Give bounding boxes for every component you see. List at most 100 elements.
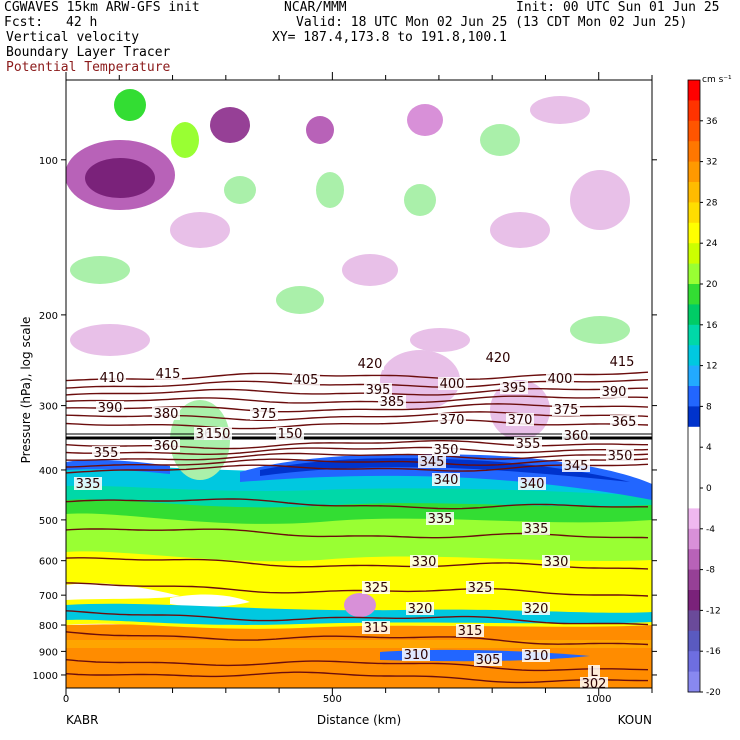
contour-label: 315: [364, 621, 389, 636]
contour-label: 420: [358, 357, 383, 372]
contour-label: 415: [156, 367, 181, 382]
contour-label-bg: [432, 473, 460, 486]
colorbar-swatch: [688, 549, 700, 571]
y-tick-label: 500: [39, 516, 58, 527]
contour-label: 420: [486, 351, 511, 366]
contour-label-bg: [426, 512, 454, 525]
colorbar-swatch: [688, 222, 700, 244]
colorbar-swatch: [688, 508, 700, 530]
colorbar-swatch: [688, 263, 700, 285]
contour-label: 340: [520, 477, 545, 492]
contour-label-bg: [154, 367, 182, 380]
org-label: NCAR/MMM: [284, 0, 347, 15]
contour-label-bg: [438, 377, 466, 390]
colorbar-swatch: [688, 284, 700, 305]
colorbar-swatch: [688, 590, 700, 611]
contour-label: 400: [548, 372, 573, 387]
contour-label-bg: [610, 415, 638, 428]
y-tick-label: 200: [39, 311, 58, 322]
vv-blob: [114, 89, 146, 121]
contour-label-bg: [474, 653, 502, 666]
contour-label: 302: [582, 677, 607, 692]
contour-label: 365: [612, 415, 637, 430]
colorbar-label: 8: [706, 402, 712, 412]
field-vertical-velocity: Vertical velocity: [6, 30, 140, 45]
colorbar-swatch: [688, 120, 700, 142]
x-endpoint-end: KOUN: [618, 713, 652, 727]
x-tick-label: 0: [63, 694, 69, 705]
contour-label-bg: [608, 355, 636, 368]
y-tick-label: 300: [39, 402, 58, 413]
colorbar-label: -12: [706, 606, 721, 616]
contour-labels: 410 415 420 420 415 405 395 400 395 400 390 390 380 3…: [74, 351, 638, 692]
contour-label-bg: [522, 522, 550, 535]
contour-label-bg: [362, 621, 390, 634]
colorbar: 36 32 28 24 20 16 12 8 4 0 -4 -8 -12 -16 -20: [687, 79, 721, 698]
contour-label-bg: [606, 449, 634, 462]
isentrope-line: [66, 671, 648, 684]
x-axis-label: Distance (km): [317, 713, 401, 727]
contour-label-bg: [292, 373, 320, 386]
colorbar-swatch: [688, 630, 700, 652]
contour-label-bg: [562, 429, 590, 442]
contour-label-bg: [466, 581, 494, 594]
isentrope-line: [66, 582, 649, 597]
colorbar-swatch: [688, 671, 700, 693]
colorbar-swatch: [688, 365, 700, 387]
field-band-white-lower: [66, 583, 180, 600]
colorbar-swatch: [688, 426, 700, 448]
contour-label-bg: [356, 357, 384, 370]
colorbar-label: 12: [706, 362, 717, 372]
contour-label: 360: [564, 429, 589, 444]
contour-label-bg: [546, 372, 574, 385]
y-tick-label: 700: [39, 591, 58, 602]
contour-label-bg: [276, 427, 304, 440]
colorbar-label: 4: [706, 443, 712, 453]
vv-blob: [344, 593, 376, 617]
colorbar-label: -16: [706, 647, 721, 657]
colorbar-swatch: [688, 528, 700, 550]
field-band-white-mid: [170, 594, 250, 607]
colorbar-swatch: [688, 202, 700, 224]
forecast-hours: 42 h: [66, 15, 98, 30]
colorbar-swatch: [688, 569, 700, 591]
contour-label: 360: [154, 439, 179, 454]
contour-label-bg: [518, 477, 546, 490]
contour-label-bg: [432, 443, 460, 456]
colorbar-label: 32: [706, 158, 717, 168]
vv-blob: [306, 116, 334, 144]
colorbar-swatch: [688, 304, 700, 326]
field-boundary-layer-tracer: Boundary Layer Tracer: [6, 45, 171, 60]
contour-label-bg: [418, 455, 446, 468]
contour-label-bg: [580, 677, 608, 688]
contour-label-bg: [588, 665, 600, 678]
vv-blob: [70, 324, 150, 356]
colorbar-swatch: [688, 610, 700, 632]
y-axis-label: Pressure (hPa), log scale: [19, 317, 33, 464]
x-tick-label: 1000: [586, 694, 611, 705]
y-tick-label: 400: [39, 466, 58, 477]
cross-section-xy: XY= 187.4,173.8 to 191.8,100.1: [272, 30, 507, 45]
colorbar-swatch: [688, 467, 700, 489]
contour-label: 355: [516, 437, 541, 452]
isentrope-line: [66, 463, 649, 474]
contour-label: 310: [524, 649, 549, 664]
vv-blob: [70, 256, 130, 284]
colorbar-swatch: [688, 161, 700, 183]
contour-label: 150: [206, 427, 231, 442]
colorbar-swatch: [688, 100, 700, 122]
vv-blob: [480, 124, 520, 156]
contour-label: 370: [508, 413, 533, 428]
contour-label-bg: [552, 403, 580, 416]
colorbar-swatch: [688, 345, 700, 367]
colorbar-swatch: [688, 488, 700, 509]
forecast-label: Fcst:: [4, 15, 44, 30]
contour-label: 330: [544, 555, 569, 570]
contour-label-bg: [562, 459, 590, 472]
y-tick-label: 600: [39, 557, 58, 568]
colorbar-label: 36: [706, 117, 718, 127]
isentrope-line: [66, 446, 649, 455]
isentrope-line: [66, 610, 649, 626]
y-tick-label: 900: [39, 647, 58, 658]
